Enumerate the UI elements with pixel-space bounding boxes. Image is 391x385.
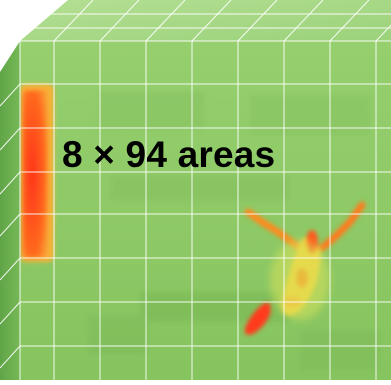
thermal-content — [20, 84, 380, 370]
grid-line-top-receding — [375, 24, 391, 42]
grid-line-top-receding — [283, 0, 324, 42]
grid-line-left-face — [0, 171, 21, 195]
grid-line-left-face — [0, 127, 21, 151]
grid-line-top-receding — [237, 0, 278, 42]
grid-line-left-face — [0, 301, 21, 325]
grid-line-top-receding — [329, 0, 370, 42]
grid-line-left-face — [0, 257, 21, 281]
grid-line-top-receding — [145, 0, 186, 42]
grid-line-left-face — [0, 83, 21, 107]
cube-top-face — [20, 0, 391, 41]
cube-left-face — [0, 41, 20, 380]
cube-front-face — [20, 41, 391, 380]
grid-line-top-receding — [191, 0, 232, 42]
grid-line-left-face — [0, 345, 21, 369]
grid-line-top-receding — [99, 0, 140, 42]
grid-line-left-face — [0, 213, 21, 237]
grid-line-top-receding — [53, 0, 94, 42]
area-count-caption: 8 × 94 areas — [62, 134, 276, 175]
